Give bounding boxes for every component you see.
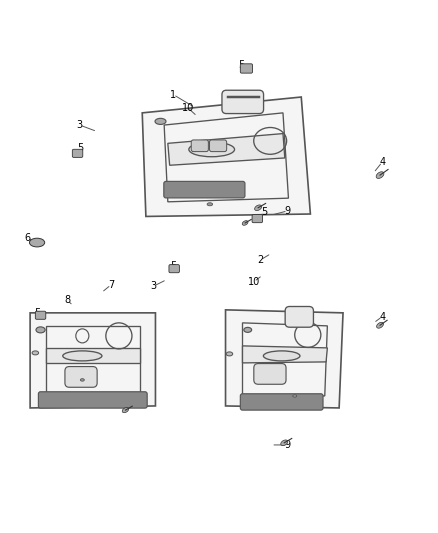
- Ellipse shape: [189, 142, 234, 157]
- Text: 1: 1: [170, 90, 177, 100]
- Ellipse shape: [81, 378, 84, 381]
- Ellipse shape: [377, 322, 383, 328]
- Text: 5: 5: [170, 261, 176, 271]
- Text: 9: 9: [285, 440, 291, 450]
- Polygon shape: [142, 97, 311, 216]
- Ellipse shape: [263, 351, 300, 361]
- FancyBboxPatch shape: [240, 64, 253, 73]
- FancyBboxPatch shape: [191, 140, 208, 151]
- Text: 6: 6: [25, 233, 31, 243]
- Ellipse shape: [63, 351, 102, 361]
- FancyBboxPatch shape: [39, 392, 147, 408]
- FancyBboxPatch shape: [65, 367, 97, 387]
- Text: 2: 2: [257, 255, 264, 265]
- Ellipse shape: [155, 118, 166, 124]
- Text: 5: 5: [78, 143, 84, 153]
- Text: 3: 3: [77, 120, 83, 130]
- FancyBboxPatch shape: [164, 181, 245, 198]
- Ellipse shape: [36, 327, 45, 333]
- Ellipse shape: [122, 408, 129, 413]
- FancyBboxPatch shape: [240, 394, 323, 410]
- FancyBboxPatch shape: [252, 215, 262, 223]
- Text: 10: 10: [248, 277, 260, 287]
- Polygon shape: [46, 348, 140, 363]
- Text: 7: 7: [108, 280, 114, 290]
- Ellipse shape: [281, 440, 288, 446]
- Ellipse shape: [29, 238, 45, 247]
- Text: 10: 10: [181, 103, 194, 112]
- Polygon shape: [30, 313, 155, 408]
- Text: 5: 5: [239, 60, 245, 70]
- Polygon shape: [226, 310, 343, 408]
- FancyBboxPatch shape: [169, 264, 180, 273]
- Ellipse shape: [293, 394, 297, 397]
- FancyBboxPatch shape: [285, 306, 314, 327]
- Text: 8: 8: [64, 295, 71, 305]
- Ellipse shape: [207, 203, 212, 206]
- FancyBboxPatch shape: [222, 90, 264, 114]
- FancyBboxPatch shape: [254, 364, 286, 384]
- Text: 5: 5: [34, 308, 40, 318]
- Ellipse shape: [226, 352, 233, 356]
- FancyBboxPatch shape: [209, 140, 226, 151]
- Ellipse shape: [242, 221, 248, 225]
- Ellipse shape: [32, 351, 39, 355]
- FancyBboxPatch shape: [72, 149, 83, 157]
- Text: 3: 3: [151, 281, 157, 291]
- Ellipse shape: [244, 327, 252, 333]
- Ellipse shape: [376, 172, 384, 179]
- Text: 4: 4: [379, 157, 385, 167]
- Text: 4: 4: [379, 312, 385, 321]
- FancyBboxPatch shape: [35, 311, 46, 319]
- Text: 9: 9: [285, 206, 291, 216]
- Text: 5: 5: [261, 207, 267, 217]
- Ellipse shape: [254, 205, 261, 211]
- Polygon shape: [243, 346, 327, 363]
- Polygon shape: [168, 134, 285, 165]
